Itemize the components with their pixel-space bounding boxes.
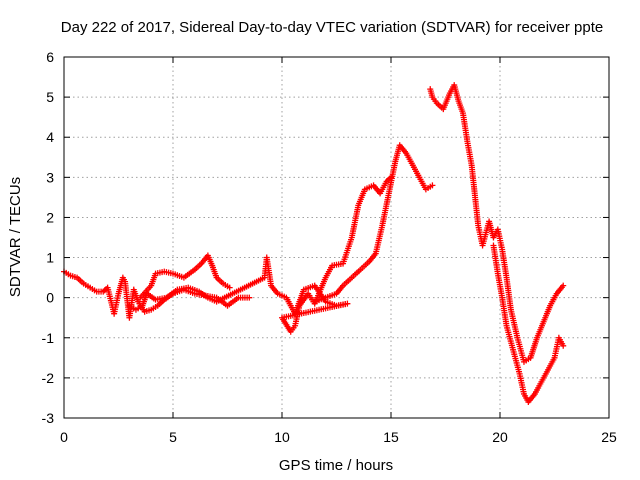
data-point-plus — [246, 294, 253, 301]
x-axis-label: GPS time / hours — [279, 457, 393, 474]
y-tick-label: -2 — [42, 370, 55, 386]
y-tick-label: 3 — [46, 169, 54, 185]
chart-title: Day 222 of 2017, Sidereal Day-to-day VTE… — [61, 19, 603, 36]
data-point-plus — [560, 282, 567, 289]
y-tick-label: 0 — [46, 290, 54, 306]
y-tick-label: -1 — [42, 330, 55, 346]
y-axis-label: SDTVAR / TECUs — [7, 177, 24, 297]
y-tick-label: 5 — [46, 89, 54, 105]
plot-frame — [63, 56, 610, 419]
y-tick-label: 4 — [46, 129, 54, 145]
y-tick-label: -3 — [42, 410, 55, 426]
y-tick-label: 2 — [46, 209, 54, 225]
data-point-plus — [560, 342, 567, 349]
x-tick-label: 10 — [274, 429, 290, 445]
data-point-plus — [429, 182, 436, 189]
y-tick-label: 6 — [46, 49, 54, 65]
x-tick-label: 0 — [60, 429, 68, 445]
x-tick-label: 20 — [492, 429, 508, 445]
axis-ticks: 0 5 10 15 20 25 -3 -2 -1 0 1 2 3 4 5 6 — [42, 49, 617, 445]
grid-lines — [64, 57, 609, 418]
x-tick-label: 15 — [383, 429, 399, 445]
y-tick-label: 1 — [46, 250, 54, 266]
x-tick-label: 5 — [169, 429, 177, 445]
data-series-sdtvar — [61, 82, 567, 405]
data-point-plus — [226, 284, 233, 291]
x-tick-label: 25 — [601, 429, 617, 445]
